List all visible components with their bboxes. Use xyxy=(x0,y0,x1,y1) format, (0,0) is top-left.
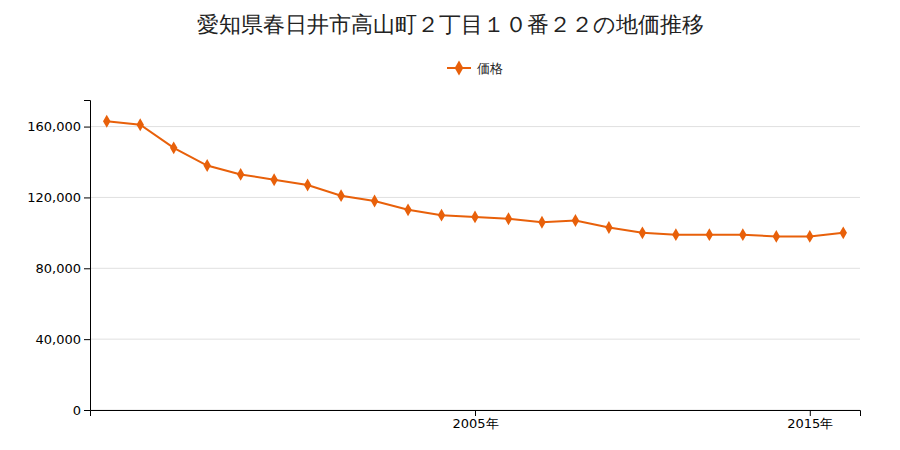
marker xyxy=(170,141,177,154)
grid-line xyxy=(90,268,860,269)
legend-item: 価格 xyxy=(447,61,503,76)
marker xyxy=(136,118,143,131)
marker xyxy=(538,216,545,229)
y-tick-label: 40,000 xyxy=(36,332,82,347)
marker xyxy=(404,203,411,216)
marker xyxy=(672,228,679,241)
y-tick-mark xyxy=(84,410,90,411)
marker xyxy=(103,115,110,128)
line xyxy=(107,121,844,236)
marker xyxy=(237,168,244,181)
legend-label: 価格 xyxy=(477,61,503,76)
marker xyxy=(605,221,612,234)
y-tick-mark xyxy=(84,268,90,269)
y-axis: 0 40,000 80,000 120,000 160,000 xyxy=(27,101,90,418)
x-tick-label: 2005年 xyxy=(452,416,498,431)
legend: 価格 xyxy=(447,61,503,76)
y-tick-label: 80,000 xyxy=(36,261,82,276)
x-tick-mark xyxy=(475,410,476,416)
marker xyxy=(471,210,478,223)
x-tick-mark xyxy=(810,410,811,416)
marker xyxy=(438,209,445,222)
marker xyxy=(739,228,746,241)
grid-line xyxy=(90,339,860,340)
marker xyxy=(337,189,344,202)
legend-marker xyxy=(455,61,464,76)
grid-line xyxy=(90,126,860,127)
y-axis-line xyxy=(84,101,91,411)
marker xyxy=(706,228,713,241)
y-tick: 120,000 xyxy=(27,190,90,205)
marker xyxy=(270,173,277,186)
y-tick: 40,000 xyxy=(36,332,91,347)
y-tick-mark xyxy=(84,127,90,128)
y-tick: 0 xyxy=(73,403,90,418)
marker xyxy=(806,230,813,243)
chart: 愛知県春日井市高山町２丁目１０番２２の地価推移 2005年 2015年 0 40,000… xyxy=(0,0,900,450)
x-tick: 2015年 xyxy=(787,410,833,431)
marker xyxy=(572,214,579,227)
marker xyxy=(840,226,847,239)
y-tick-mark xyxy=(84,339,90,340)
marker xyxy=(203,159,210,172)
y-tick-label: 160,000 xyxy=(27,119,81,134)
y-tick-mark xyxy=(84,197,90,198)
grid-line xyxy=(90,197,860,198)
marker xyxy=(639,226,646,239)
marker xyxy=(773,230,780,243)
y-tick-label: 120,000 xyxy=(27,190,81,205)
marker xyxy=(505,212,512,225)
plot-area: 2005年 2015年 0 40,000 80,000 120,000 160,000 xyxy=(27,101,860,432)
y-tick: 160,000 xyxy=(27,119,90,134)
x-axis: 2005年 2015年 xyxy=(91,410,861,431)
marker xyxy=(371,195,378,208)
marker xyxy=(304,179,311,192)
x-tick-label: 2015年 xyxy=(787,416,833,431)
marks xyxy=(103,115,847,243)
y-tick: 80,000 xyxy=(36,261,91,276)
x-axis-line xyxy=(91,411,861,417)
x-tick: 2005年 xyxy=(452,410,498,431)
title: 愛知県春日井市高山町２丁目１０番２２の地価推移 xyxy=(197,12,704,37)
y-tick-label: 0 xyxy=(73,403,81,418)
grid xyxy=(90,127,860,410)
